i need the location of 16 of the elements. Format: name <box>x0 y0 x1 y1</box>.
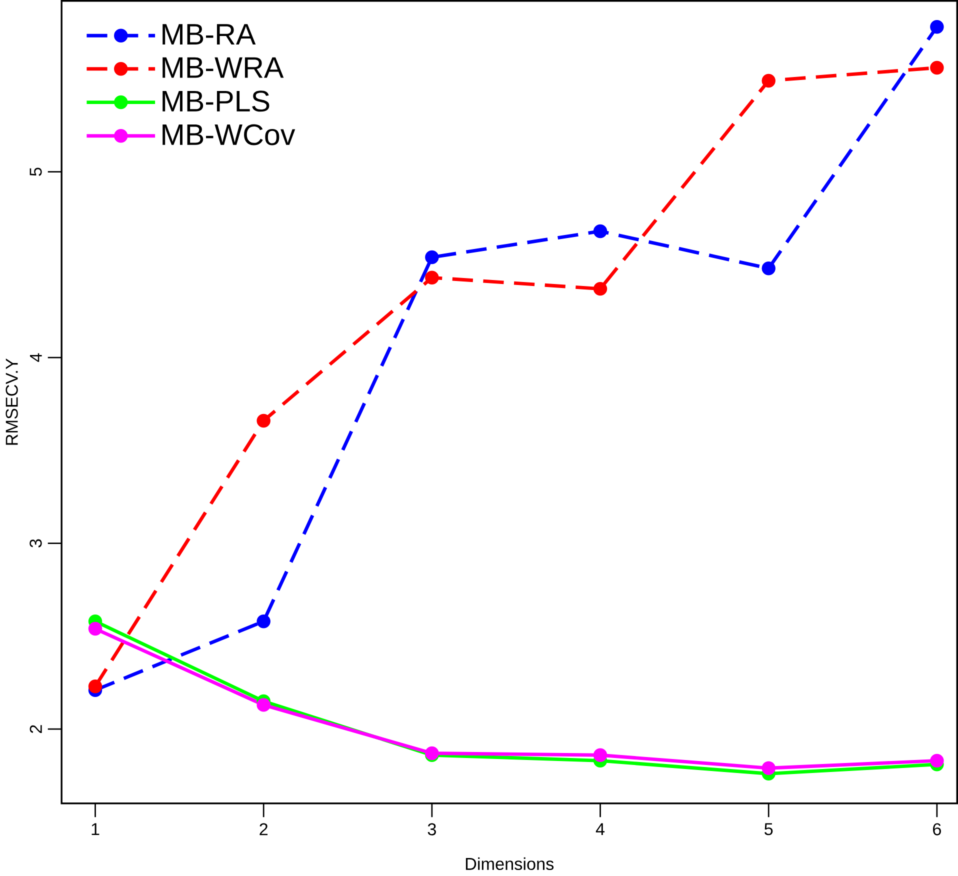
y-axis-title: RMSECV.Y <box>6 358 18 445</box>
x-tick-label: 2 <box>260 823 268 836</box>
y-tick-label: 3 <box>30 539 42 548</box>
legend-label: MB-PLS <box>162 90 270 112</box>
x-tick-label: 6 <box>933 823 941 836</box>
x-tick-label: 4 <box>596 823 605 836</box>
legend-label: MB-WCov <box>162 124 296 146</box>
y-tick-label: 5 <box>30 168 42 176</box>
x-tick-label: 3 <box>428 823 436 836</box>
x-tick-label: 5 <box>764 823 773 836</box>
legend-label: MB-RA <box>162 24 256 45</box>
x-axis-title: Dimensions <box>466 858 554 870</box>
y-tick-label: 4 <box>30 353 42 362</box>
legend-label: MB-WRA <box>162 58 284 78</box>
x-tick-label: 1 <box>92 823 100 836</box>
y-tick-label: 2 <box>30 725 42 734</box>
